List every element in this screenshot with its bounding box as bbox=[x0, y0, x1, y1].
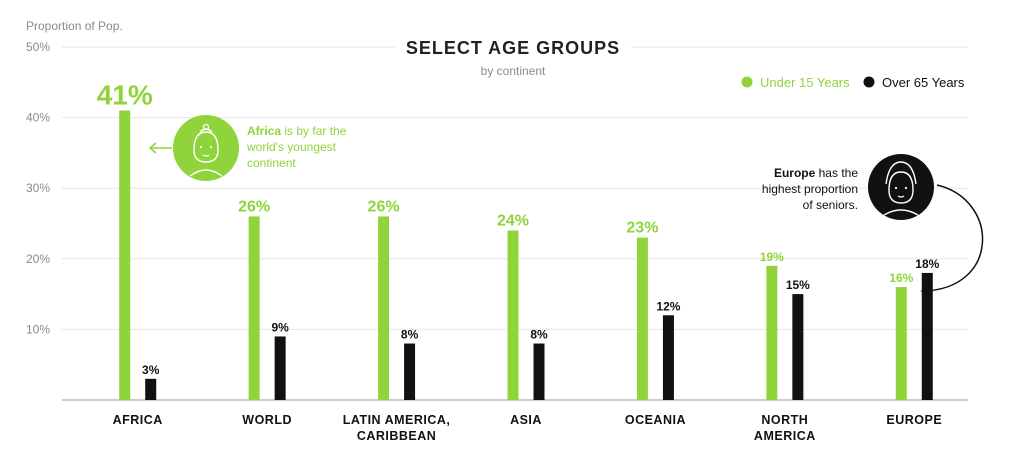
category-label: AFRICA bbox=[113, 413, 163, 427]
data-label-over-65: 12% bbox=[656, 299, 680, 313]
chart-title: SELECT AGE GROUPS bbox=[406, 38, 620, 58]
data-label-under-15: 19% bbox=[760, 250, 784, 264]
bar-under-15 bbox=[248, 216, 260, 400]
data-label-over-65: 9% bbox=[271, 320, 289, 334]
legend-label-under-15: Under 15 Years bbox=[760, 75, 850, 90]
category-label: WORLD bbox=[242, 413, 292, 427]
africa-note-rest: is by far the bbox=[281, 124, 347, 138]
data-labels: 41% 3% 26% 9% 26% 8% 24% 8% 23% 12% 19%15% 16%18% bbox=[97, 80, 940, 377]
bar-under-15 bbox=[766, 265, 778, 400]
child-face-icon bbox=[173, 115, 239, 181]
data-label-under-15: 16% bbox=[889, 271, 913, 285]
europe-note-line1: Europe has the bbox=[774, 166, 858, 180]
data-label-over-65: 3% bbox=[142, 363, 160, 377]
europe-note-line3: of seniors. bbox=[803, 198, 858, 212]
bar-under-15 bbox=[119, 110, 131, 400]
y-tick-label: 10% bbox=[26, 322, 50, 336]
data-label-under-15: 26% bbox=[368, 198, 400, 215]
bars bbox=[119, 110, 933, 400]
data-label-over-65: 15% bbox=[786, 278, 810, 292]
legend-swatch-under-15 bbox=[741, 76, 753, 88]
data-label-under-15: 23% bbox=[626, 220, 658, 237]
bar-over-65 bbox=[921, 272, 933, 400]
bar-under-15 bbox=[895, 287, 907, 400]
category-label: EUROPE bbox=[886, 413, 942, 427]
arrow-left-icon bbox=[148, 142, 172, 154]
africa-note-line2: world's youngest bbox=[246, 140, 337, 154]
chart-subtitle: by continent bbox=[481, 64, 546, 78]
bar-over-65 bbox=[145, 378, 157, 400]
bar-over-65 bbox=[404, 343, 416, 400]
data-label-under-15: 41% bbox=[97, 80, 153, 111]
category-label: NORTH AMERICA bbox=[754, 413, 816, 443]
data-label-over-65: 8% bbox=[401, 328, 419, 342]
title-backdrop bbox=[395, 36, 631, 58]
category-label: OCEANIA bbox=[625, 413, 686, 427]
bar-over-65 bbox=[662, 315, 674, 400]
data-label-over-65: 8% bbox=[530, 328, 548, 342]
europe-annotation: Europe has the highest proportion of sen… bbox=[762, 154, 984, 297]
curved-arrow-icon bbox=[920, 184, 984, 297]
bar-under-15 bbox=[378, 216, 390, 400]
legend: Under 15 Years Over 65 Years bbox=[741, 75, 965, 90]
europe-note-bold: Europe bbox=[774, 166, 816, 180]
elderly-face-icon bbox=[868, 154, 934, 220]
y-axis-label: Proportion of Pop. bbox=[26, 19, 123, 33]
category-label: LATIN AMERICA, CARIBBEAN bbox=[343, 413, 451, 443]
bar-over-65 bbox=[533, 343, 545, 400]
africa-note-line3: continent bbox=[247, 156, 296, 170]
bar-over-65 bbox=[792, 294, 804, 400]
bar-under-15 bbox=[636, 237, 648, 400]
africa-note-line1: Africa is by far the bbox=[247, 124, 347, 138]
data-label-under-15: 26% bbox=[238, 198, 270, 215]
bar-under-15 bbox=[507, 230, 519, 400]
category-label: ASIA bbox=[510, 413, 542, 427]
europe-note-line2: highest proportion bbox=[762, 182, 858, 196]
y-tick-label: 20% bbox=[26, 252, 50, 266]
data-label-under-15: 24% bbox=[497, 213, 529, 230]
y-axis-ticks: 10% 20% 30% 40% 50% bbox=[26, 40, 50, 336]
y-tick-label: 30% bbox=[26, 181, 50, 195]
africa-annotation: Africa is by far the world's youngest co… bbox=[148, 115, 347, 181]
bar-over-65 bbox=[274, 336, 286, 400]
category-labels: AFRICA WORLD LATIN AMERICA, CARIBBEAN ASIA OC… bbox=[113, 413, 942, 443]
y-tick-label: 50% bbox=[26, 40, 50, 54]
legend-swatch-over-65 bbox=[863, 76, 875, 88]
europe-note-rest: has the bbox=[815, 166, 858, 180]
legend-label-over-65: Over 65 Years bbox=[882, 75, 965, 90]
y-tick-label: 40% bbox=[26, 111, 50, 125]
africa-note-bold: Africa bbox=[247, 124, 281, 138]
data-label-over-65: 18% bbox=[915, 257, 939, 271]
